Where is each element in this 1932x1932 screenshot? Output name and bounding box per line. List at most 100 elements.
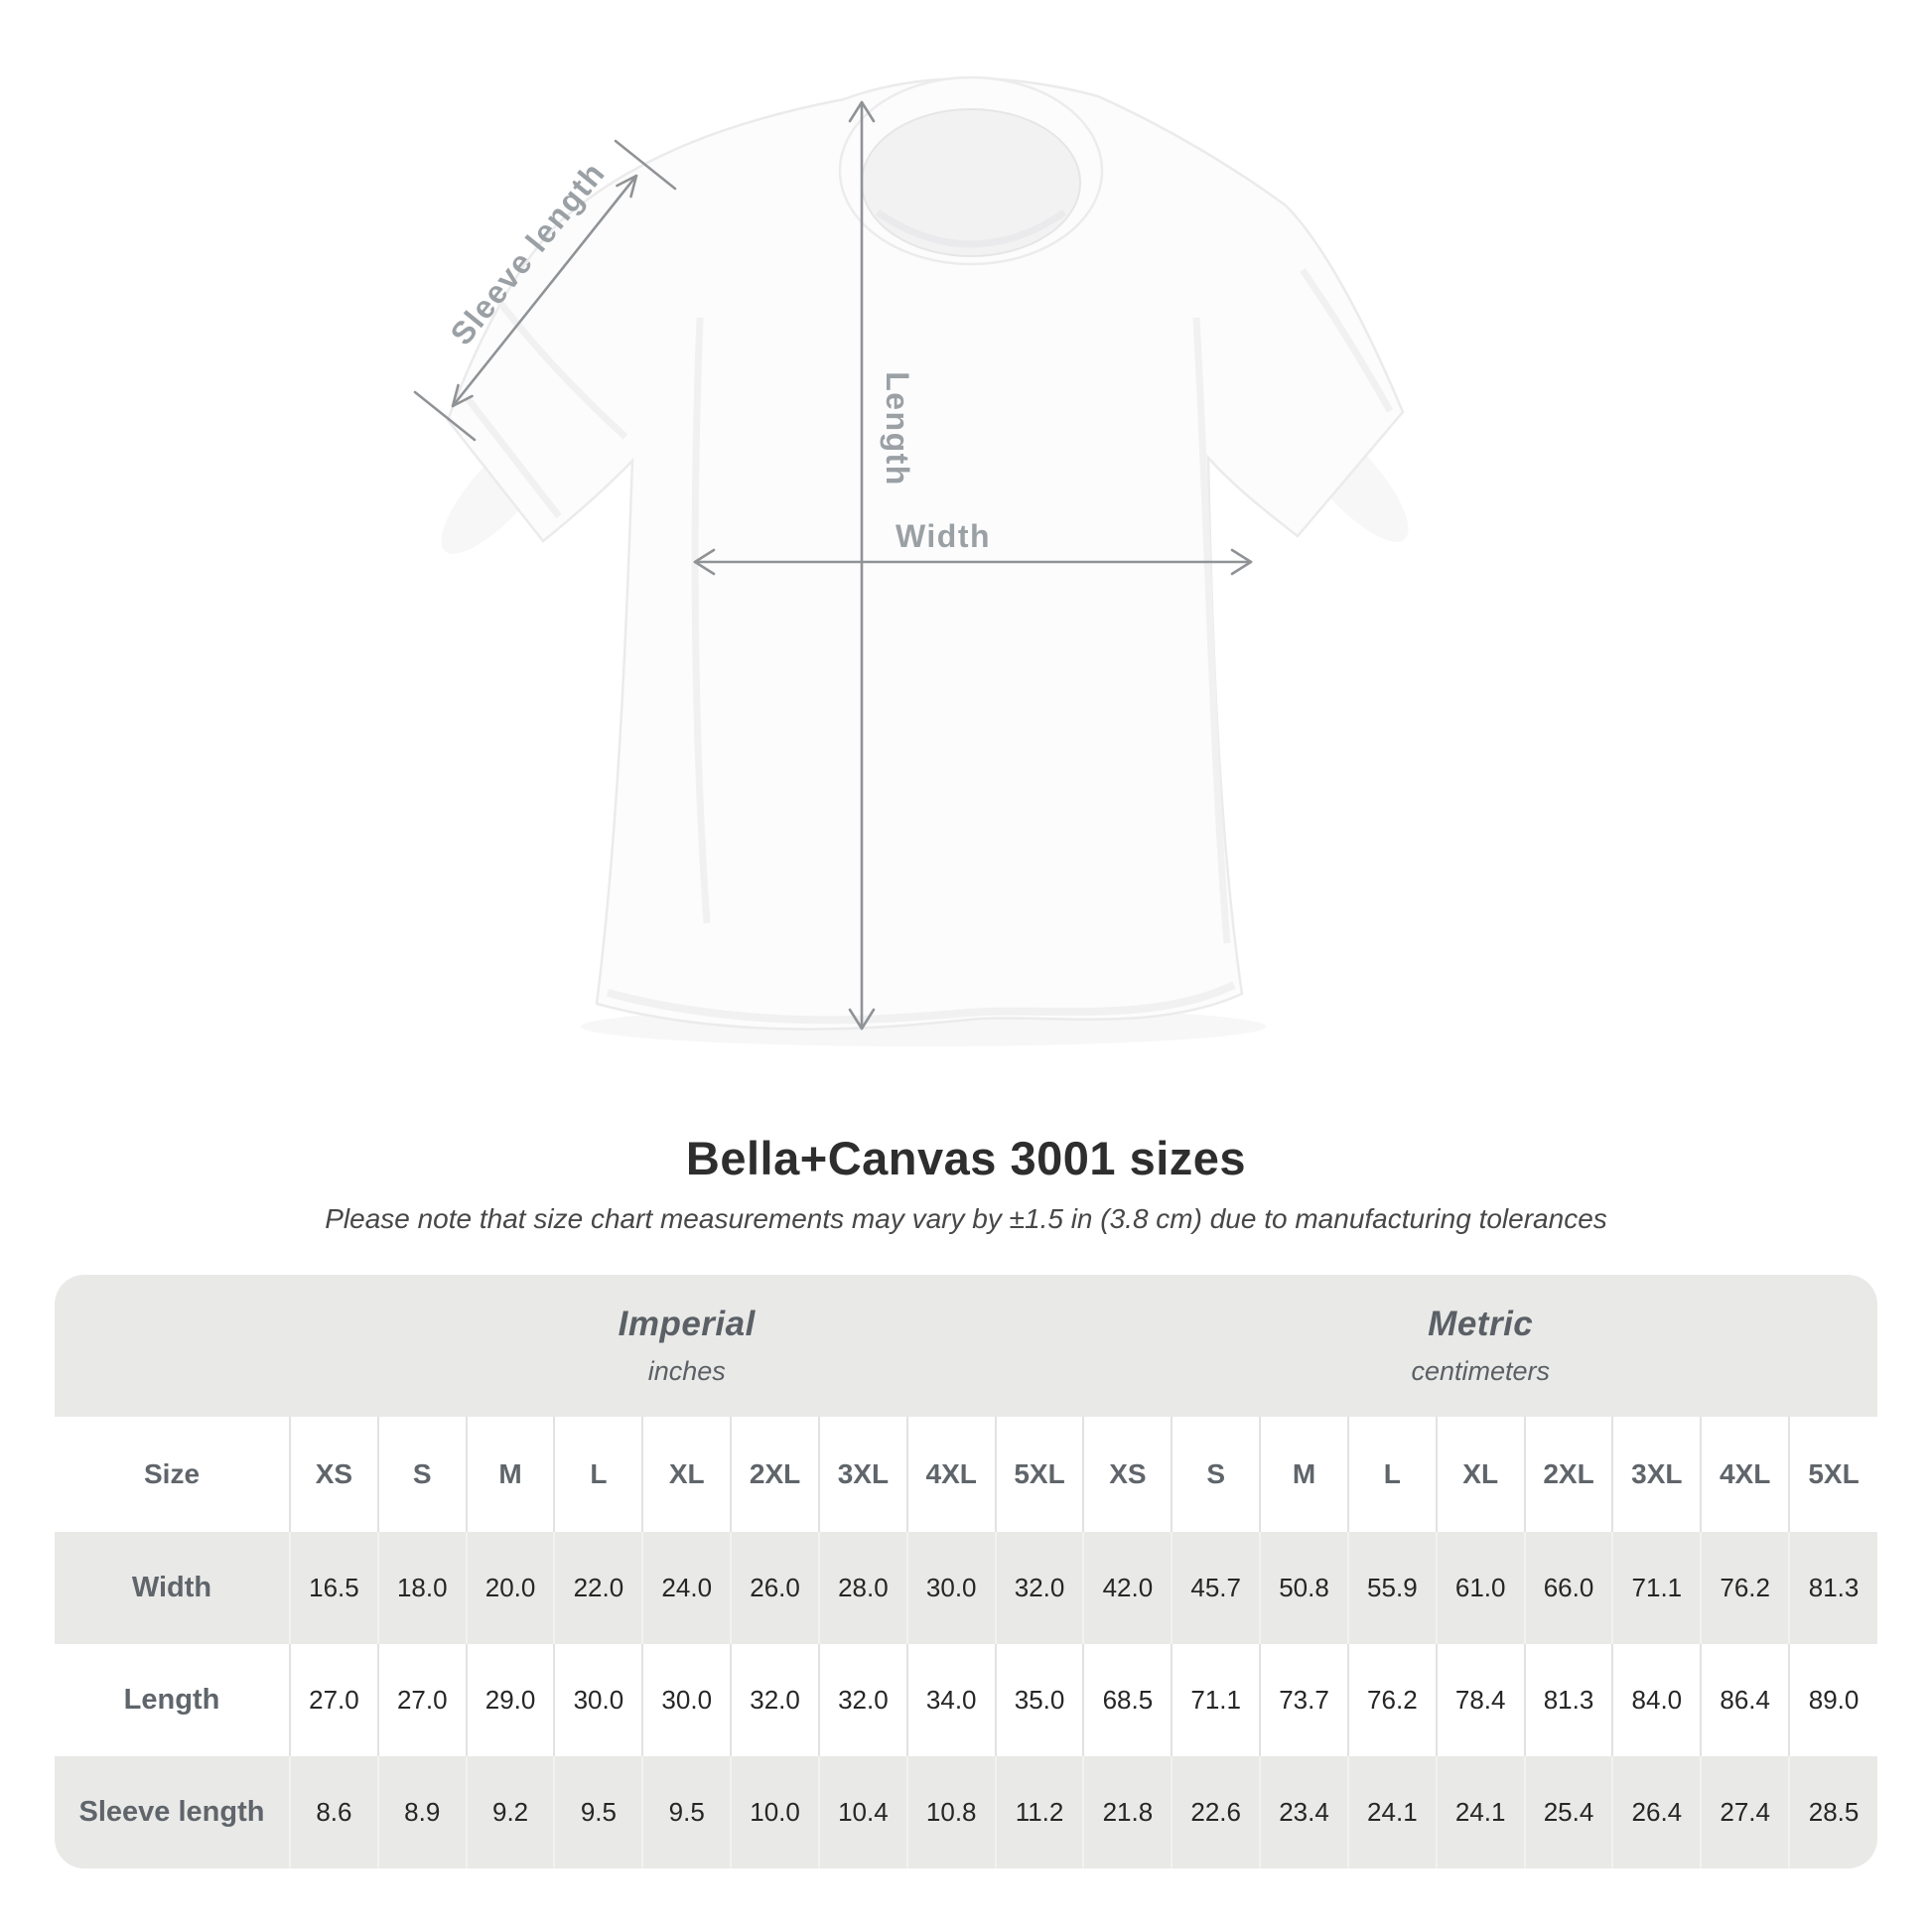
- metric-group-header: Metric centimeters: [1083, 1275, 1877, 1417]
- measurement-value: 34.0: [906, 1644, 997, 1756]
- size-header-imperial-5xl: 5XL: [995, 1417, 1085, 1532]
- measurement-value: 27.0: [290, 1644, 379, 1756]
- measurement-value: 21.8: [1083, 1756, 1173, 1868]
- size-header-imperial-3xl: 3XL: [818, 1417, 908, 1532]
- size-header-metric-2xl: 2XL: [1524, 1417, 1614, 1532]
- measurement-value: 29.0: [466, 1644, 556, 1756]
- collar-opening: [861, 108, 1081, 257]
- measurement-value: 11.2: [995, 1756, 1085, 1868]
- sleeve-end-tick: [614, 139, 677, 191]
- measurement-value: 16.5: [290, 1532, 379, 1644]
- measurement-value: 84.0: [1612, 1644, 1703, 1756]
- width-arrow: Width: [693, 518, 1253, 576]
- row-label: Sleeve length: [55, 1756, 291, 1868]
- measurement-value: 32.0: [731, 1644, 820, 1756]
- measurement-value: 26.4: [1612, 1756, 1703, 1868]
- measurement-value: 71.1: [1612, 1532, 1703, 1644]
- tshirt-shape: [446, 75, 1405, 1031]
- table-row-width: Width 16.5 18.0 20.0 22.0 24.0 26.0 28.0 30.0 32.…: [55, 1532, 1877, 1644]
- measurement-value: 24.1: [1436, 1756, 1526, 1868]
- width-label: Width: [896, 518, 991, 554]
- measurement-value: 8.9: [377, 1756, 468, 1868]
- measurement-value: 22.6: [1172, 1756, 1262, 1868]
- measurement-value: 76.2: [1347, 1644, 1438, 1756]
- row-label: Length: [55, 1644, 291, 1756]
- measurement-value: 76.2: [1701, 1532, 1791, 1644]
- size-header-metric-xl: XL: [1436, 1417, 1526, 1532]
- measurement-value: 86.4: [1701, 1644, 1791, 1756]
- size-header-imperial-s: S: [377, 1417, 468, 1532]
- measurement-value: 32.0: [995, 1532, 1085, 1644]
- measurement-value: 20.0: [466, 1532, 556, 1644]
- measurement-value: 50.8: [1260, 1532, 1349, 1644]
- measurement-value: 24.0: [642, 1532, 733, 1644]
- measurement-value: 27.0: [377, 1644, 468, 1756]
- measurement-value: 23.4: [1260, 1756, 1349, 1868]
- measurement-value: 26.0: [731, 1532, 820, 1644]
- measurement-value: 78.4: [1436, 1644, 1526, 1756]
- size-header-metric-4xl: 4XL: [1701, 1417, 1791, 1532]
- imperial-group-unit: inches: [647, 1356, 726, 1386]
- measurement-value: 28.0: [818, 1532, 908, 1644]
- measurement-value: 28.5: [1808, 1797, 1860, 1827]
- imperial-group-header: Imperial inches: [290, 1275, 1083, 1417]
- size-header-imperial-l: L: [554, 1417, 644, 1532]
- page-subtitle: Please note that size chart measurements…: [325, 1203, 1607, 1234]
- sleeve-start-tick: [413, 390, 477, 442]
- measurement-value: 8.6: [290, 1756, 379, 1868]
- measurement-value: 9.5: [554, 1756, 644, 1868]
- size-header-metric-5xl: 5XL: [1808, 1458, 1860, 1489]
- measurement-value: 18.0: [377, 1532, 468, 1644]
- size-header-metric-3xl: 3XL: [1612, 1417, 1703, 1532]
- size-column-header: Size: [55, 1417, 291, 1532]
- measurement-value: 10.4: [818, 1756, 908, 1868]
- size-header-metric-xs: XS: [1083, 1417, 1173, 1532]
- size-chart-table: Imperial inches Metric centimeters Size X…: [55, 1275, 1877, 1868]
- unit-group-header-row: Imperial inches Metric centimeters: [55, 1275, 1877, 1417]
- measurement-value: 55.9: [1347, 1532, 1438, 1644]
- measurement-value: 9.2: [466, 1756, 556, 1868]
- measurement-value: 81.3: [1808, 1573, 1860, 1602]
- measurement-value: 30.0: [554, 1644, 644, 1756]
- measurement-value: 42.0: [1083, 1532, 1173, 1644]
- tshirt-measurement-diagram: Sleeve length Length Width: [413, 75, 1405, 1031]
- measurement-value: 61.0: [1436, 1532, 1526, 1644]
- measurement-value: 71.1: [1172, 1644, 1262, 1756]
- measurement-value: 9.5: [642, 1756, 733, 1868]
- size-header-metric-m: M: [1260, 1417, 1349, 1532]
- measurement-value: 89.0: [1808, 1685, 1860, 1715]
- length-arrow: Length: [848, 100, 915, 1031]
- measurement-value: 10.0: [731, 1756, 820, 1868]
- size-header-imperial-m: M: [466, 1417, 556, 1532]
- measurement-value: 32.0: [818, 1644, 908, 1756]
- measurement-value: 24.1: [1347, 1756, 1438, 1868]
- size-header-metric-l: L: [1347, 1417, 1438, 1532]
- length-label: Length: [880, 371, 915, 486]
- size-header-metric-s: S: [1172, 1417, 1262, 1532]
- table-row-sleeve-length: Sleeve length 8.6 8.9 9.2 9.5 9.5 10.0 10.4 10.8…: [55, 1756, 1877, 1868]
- measurement-value: 68.5: [1083, 1644, 1173, 1756]
- imperial-group-title: Imperial: [618, 1305, 756, 1343]
- metric-group-title: Metric: [1428, 1305, 1534, 1343]
- measurement-value: 81.3: [1524, 1644, 1614, 1756]
- measurement-value: 10.8: [906, 1756, 997, 1868]
- measurement-value: 27.4: [1701, 1756, 1791, 1868]
- group-header-corner: [55, 1275, 290, 1417]
- measurement-value: 45.7: [1172, 1532, 1262, 1644]
- metric-group-unit: centimeters: [1411, 1356, 1550, 1386]
- size-header-imperial-xl: XL: [642, 1417, 733, 1532]
- size-header-row: Size XS S M L XL 2XL 3XL 4XL 5XL XS S M L XL 2XL 3XL 4XL 5…: [55, 1417, 1877, 1532]
- measurement-value: 25.4: [1524, 1756, 1614, 1868]
- measurement-value: 22.0: [554, 1532, 644, 1644]
- size-header-imperial-4xl: 4XL: [906, 1417, 997, 1532]
- measurement-value: 66.0: [1524, 1532, 1614, 1644]
- page-title: Bella+Canvas 3001 sizes: [685, 1132, 1247, 1184]
- row-label: Width: [55, 1532, 291, 1644]
- measurement-value: 73.7: [1260, 1644, 1349, 1756]
- measurement-value: 30.0: [906, 1532, 997, 1644]
- measurement-value: 30.0: [642, 1644, 733, 1756]
- tshirt-illustration: Sleeve length Length Width: [413, 75, 1405, 1031]
- table-row-length: Length 27.0 27.0 29.0 30.0 30.0 32.0 32.0 34.0 35…: [55, 1644, 1877, 1756]
- measurement-value: 35.0: [995, 1644, 1085, 1756]
- size-header-imperial-xs: XS: [290, 1417, 379, 1532]
